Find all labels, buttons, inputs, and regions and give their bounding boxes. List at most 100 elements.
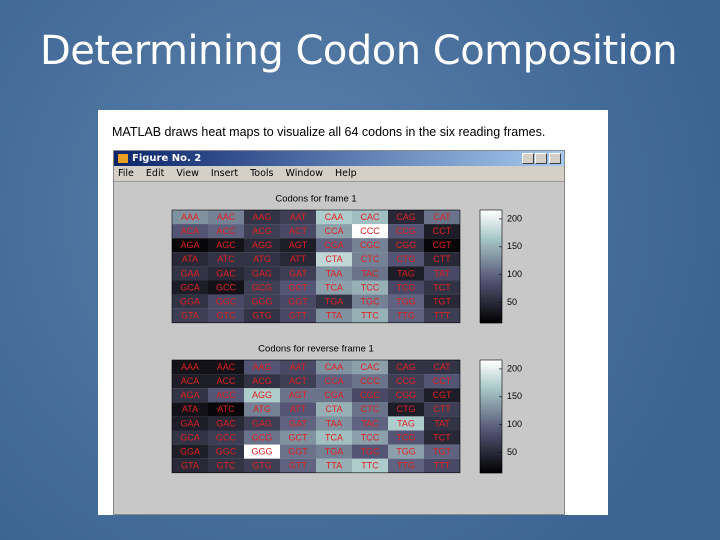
- menu-item[interactable]: Help: [334, 168, 357, 179]
- menu-item[interactable]: Edit: [145, 168, 165, 179]
- cell-label: AGC: [216, 240, 236, 250]
- cell-label: ACG: [252, 376, 272, 386]
- heatmap-cell: [208, 238, 244, 253]
- heatmap-cell: [316, 444, 352, 459]
- cell-label: AGG: [252, 240, 272, 250]
- cell-label: GCT: [289, 282, 309, 292]
- cell-label: TAT: [434, 268, 450, 278]
- colorbar-step: [480, 405, 502, 408]
- cell-label: CGA: [324, 240, 344, 250]
- heatmap-cell: [280, 430, 316, 445]
- colorbar-step: [480, 262, 502, 266]
- colorbar-step: [480, 223, 502, 226]
- matlab-window: Figure No. 2 File Edit View Insert Tools Wind…: [113, 150, 565, 515]
- cell-label: CCG: [396, 376, 416, 386]
- heatmap-cell: [244, 402, 280, 417]
- colorbar-step: [480, 467, 502, 470]
- cell-label: ATA: [182, 404, 198, 414]
- colorbar-step: [480, 319, 502, 322]
- menu-item[interactable]: File: [118, 168, 134, 179]
- colorbar-step: [480, 470, 502, 474]
- heatmap-cell: [424, 360, 460, 375]
- menu-item[interactable]: Insert: [210, 168, 239, 179]
- heatmap-cell: [388, 402, 424, 417]
- colorbar-tick-label: 50: [507, 447, 517, 457]
- heatmap-cell: [388, 444, 424, 459]
- heatmap-cell: [352, 430, 388, 445]
- heatmap-cell: [172, 308, 208, 323]
- cell-label: TCT: [433, 282, 451, 292]
- colorbar-step: [480, 320, 502, 324]
- colorbar-step: [480, 452, 502, 455]
- colorbar-frame: [479, 359, 503, 474]
- cell-label: GTC: [217, 311, 236, 321]
- colorbar-tick-label: 150: [507, 241, 522, 251]
- cell-label: CAG: [396, 362, 416, 372]
- cell-label: CGT: [433, 390, 453, 400]
- heatmap-cell: [208, 388, 244, 403]
- heatmap-cell: [388, 458, 424, 473]
- heatmap-cell: [280, 444, 316, 459]
- colorbar-step: [480, 410, 502, 414]
- colorbar-step: [480, 407, 502, 410]
- axes-title: Codons for frame 1: [275, 194, 356, 205]
- heatmap-cell: [424, 252, 460, 267]
- menu-item[interactable]: Window: [285, 168, 323, 179]
- cell-label: GAG: [252, 268, 272, 278]
- cell-label: CGG: [396, 390, 417, 400]
- cell-label: ATA: [182, 254, 198, 264]
- colorbar-step: [480, 437, 502, 440]
- cell-label: TTT: [434, 311, 451, 321]
- cell-label: AAT: [290, 212, 307, 222]
- colorbar-step: [480, 215, 502, 219]
- cell-label: GAT: [289, 268, 307, 278]
- heatmap-cell: [172, 416, 208, 431]
- title-bar: Figure No. 2: [114, 151, 564, 166]
- colorbar-step: [480, 260, 502, 264]
- colorbar-step: [480, 253, 502, 256]
- heatmap-cell: [244, 224, 280, 239]
- heatmap-cell: [352, 388, 388, 403]
- close-button[interactable]: [549, 153, 561, 164]
- menu-item[interactable]: View: [176, 168, 199, 179]
- colorbar-step: [480, 455, 502, 459]
- cell-label: GTG: [252, 311, 272, 321]
- cell-label: GGA: [180, 297, 200, 307]
- heatmap-cell: [280, 238, 316, 253]
- colorbar-step: [480, 309, 502, 313]
- cell-label: AAC: [217, 362, 236, 372]
- colorbar-step: [480, 277, 502, 281]
- colorbar-step: [480, 236, 502, 239]
- caption: MATLAB draws heat maps to visualize all …: [112, 125, 546, 139]
- colorbar-step: [480, 317, 502, 320]
- heatmap-cell: [208, 374, 244, 389]
- colorbar-step: [480, 221, 502, 224]
- minimize-button[interactable]: [522, 153, 534, 164]
- heatmap-cell: [280, 416, 316, 431]
- heatmap-cell: [352, 416, 388, 431]
- cell-label: TGG: [396, 447, 416, 457]
- heatmap-cell: [424, 444, 460, 459]
- heatmap-cell: [316, 458, 352, 473]
- slide-title: Determining Codon Composition: [40, 28, 678, 74]
- colorbar-step: [480, 217, 502, 220]
- heatmap-cell: [352, 224, 388, 239]
- heatmap-cell: [424, 388, 460, 403]
- cell-label: TCA: [325, 432, 343, 442]
- menu-item[interactable]: Tools: [250, 168, 274, 179]
- colorbar-step: [480, 416, 502, 419]
- colorbar-step: [480, 425, 502, 429]
- heatmap-cell: [352, 308, 388, 323]
- cell-label: GCA: [180, 432, 200, 442]
- colorbar-step: [480, 386, 502, 389]
- heatmap-cell: [280, 402, 316, 417]
- cell-label: TTC: [361, 461, 379, 471]
- colorbar-step: [480, 304, 502, 307]
- colorbar-step: [480, 292, 502, 296]
- heatmap-cell: [316, 280, 352, 295]
- heatmap-cell: [316, 266, 352, 281]
- heatmap-cell: [316, 402, 352, 417]
- maximize-button[interactable]: [535, 153, 547, 164]
- cell-label: GGC: [216, 447, 237, 457]
- heatmap-cell: [316, 360, 352, 375]
